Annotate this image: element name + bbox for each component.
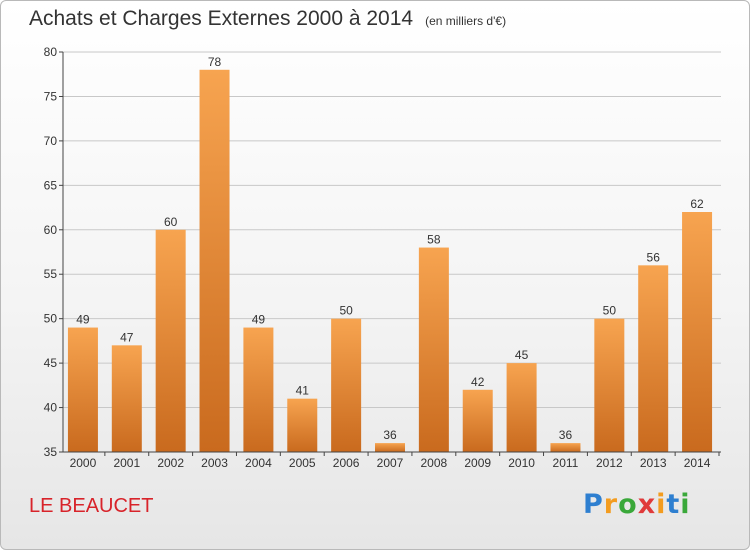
x-tick-label: 2004 [245,456,272,470]
bar-2012 [594,318,625,452]
x-tick-label: 2001 [113,456,140,470]
bar-2009 [462,389,493,452]
y-tick-label: 75 [44,89,58,103]
chart-title: Achats et Charges Externes 2000 à 2014 (e… [29,7,506,31]
data-label: 58 [427,233,441,247]
bar-2010 [506,363,537,452]
data-label: 36 [559,428,573,442]
logo-letter: o [618,489,638,520]
x-tick-label: 2009 [464,456,491,470]
bar-2006 [331,318,362,452]
y-tick-label: 45 [44,356,58,370]
bar-2005 [287,398,318,452]
data-label: 56 [647,250,661,264]
location-name: LE BEAUCET [29,495,154,517]
data-label: 42 [471,375,485,389]
y-tick-label: 60 [44,223,58,237]
y-tick-label: 80 [44,45,58,59]
logo-letter: r [603,489,619,520]
x-tick-label: 2007 [377,456,404,470]
y-tick-label: 65 [44,178,58,192]
axes: 35 40 45 50 55 60 65 70 75 80 2000 2001 2002 2003 2004… [44,45,721,470]
bar-2011 [550,443,581,452]
bar-2014 [682,212,713,452]
data-label: 60 [164,215,178,229]
x-tick-label: 2008 [421,456,448,470]
bar-2013 [638,265,669,452]
bar-2001 [111,345,142,452]
bar-2004 [243,327,274,452]
data-label: 62 [690,197,704,211]
bar-2007 [375,443,405,452]
data-label: 50 [603,304,617,318]
logo-letter: i [656,489,667,520]
data-label: 49 [252,313,266,327]
x-tick-label: 2011 [553,456,579,470]
chart-title-text: Achats et Charges Externes 2000 à 2014 [29,7,414,30]
logo-letter: i [680,489,691,520]
chart-subtitle: (en milliers d'€) [425,14,507,28]
bar-2002 [155,229,186,452]
data-label: 50 [339,304,353,318]
bar-2003 [199,69,230,453]
bar-2008 [418,247,449,452]
data-label: 47 [120,330,134,344]
data-label: 41 [296,384,310,398]
x-tick-label: 2012 [596,456,623,470]
logo-letter: x [637,489,657,520]
logo-letter: t [666,489,681,520]
x-tick-label: 2010 [508,456,535,470]
x-tick-label: 2003 [201,456,228,470]
y-tick-label: 50 [44,312,58,326]
x-tick-label: 2014 [684,456,711,470]
x-tick-label: 2013 [640,456,667,470]
data-label: 36 [383,428,397,442]
data-label: 45 [515,348,529,362]
bar-2000 [67,327,98,452]
logo-letter: P [583,489,604,520]
y-tick-label: 35 [44,445,58,459]
x-tick-label: 2006 [333,456,360,470]
proxiti-logo: Proxiti [583,489,691,520]
y-tick-label: 55 [44,267,58,281]
x-tick-label: 2005 [289,456,316,470]
bars: 49 47 60 78 49 41 50 36 58 42 45 36 50 56 62 [67,55,713,453]
x-tick-label: 2002 [157,456,184,470]
y-tick-label: 40 [44,401,58,415]
y-tick-label: 70 [44,134,58,148]
data-label: 49 [76,313,90,327]
data-label: 78 [208,55,222,69]
x-tick-label: 2000 [70,456,97,470]
